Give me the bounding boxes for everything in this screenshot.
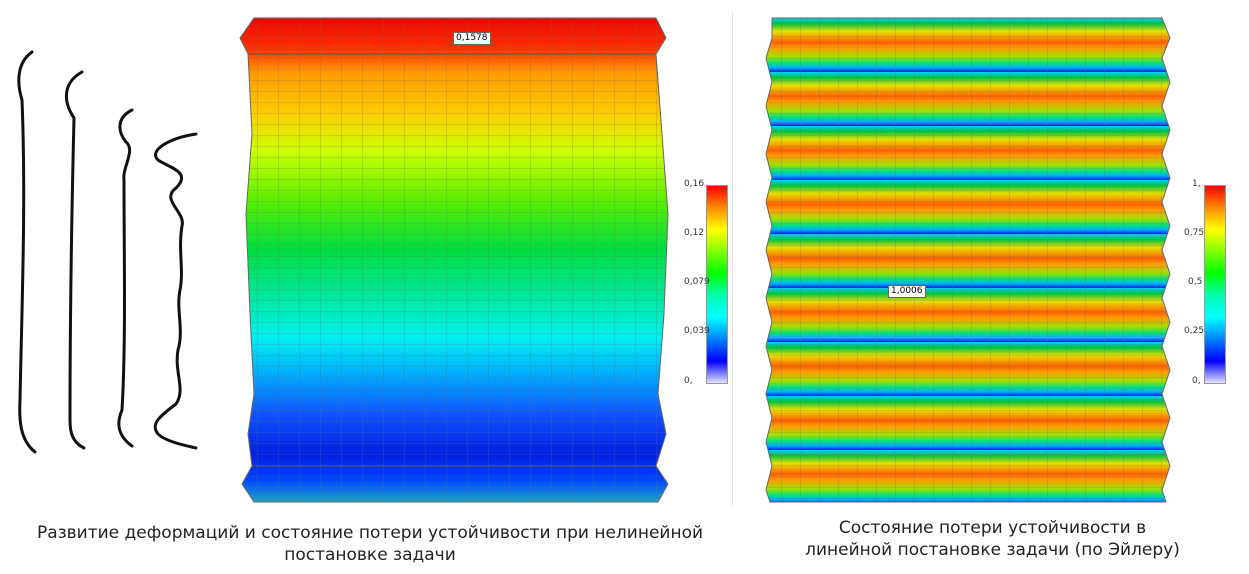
mode-curve-2 [65, 70, 86, 450]
caption-line: Состояние потери устойчивости в [838, 518, 1147, 538]
right-scale-tick: 0,75 [1184, 228, 1205, 238]
nonlinear-buckling-model [239, 17, 669, 503]
linear-euler-buckling-model [765, 17, 1171, 503]
right-scale-tick: 0,5 [1188, 277, 1203, 287]
panel-divider [732, 12, 733, 507]
left-scale-tick: 0, [684, 376, 693, 386]
mode-curve-1 [17, 50, 37, 454]
left-scale-tick: 0,12 [684, 228, 705, 238]
mode-curve-3 [117, 108, 134, 448]
left-scale-tick: 0,079 [684, 277, 710, 287]
left-max-value-label: 0,1578 [453, 32, 491, 45]
left-color-scale [706, 185, 728, 384]
right-color-scale [1204, 185, 1226, 384]
left-scale-tick: 0,16 [684, 179, 705, 189]
caption-line: линейной постановке задачи (по Эйлеру) [805, 540, 1180, 560]
caption-line: постановке задачи [284, 545, 456, 565]
right-scale-tick: 1, [1192, 179, 1201, 189]
left-scale-tick: 0,039 [684, 326, 710, 336]
mode-curve-4 [153, 132, 198, 450]
nonlinear-caption: Развитие деформаций и состояние потери у… [10, 522, 730, 566]
caption-line: Развитие деформаций и состояние потери у… [36, 523, 704, 543]
buckling-mode-sketches [17, 50, 198, 454]
linear-caption: Состояние потери устойчивости в линейной… [745, 517, 1240, 561]
right-max-value-label: 1,0006 [888, 285, 926, 298]
right-scale-tick: 0,25 [1184, 326, 1205, 336]
right-scale-tick: 0, [1192, 376, 1201, 386]
